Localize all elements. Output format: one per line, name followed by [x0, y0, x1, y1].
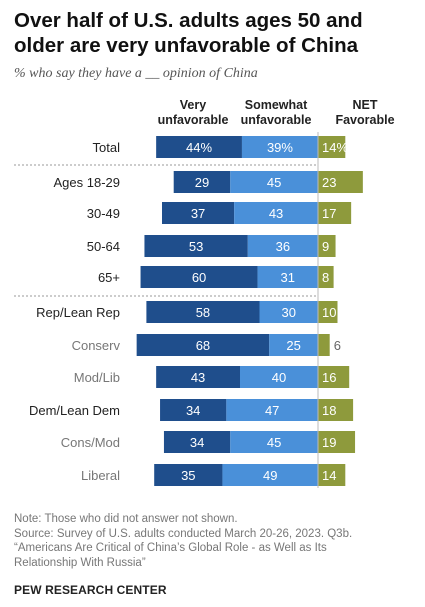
bar-somewhat-unfavorable: [241, 136, 318, 158]
diverging-bar-chart: Very unfavorable Somewhat unfavorable NE…: [14, 98, 395, 488]
row-label: Cons/Mod: [61, 435, 120, 450]
bar-somewhat-unfavorable: [247, 235, 318, 257]
bar-very-unfavorable: [144, 235, 248, 257]
bar-net-favorable: [318, 334, 330, 356]
row-label: Dem/Lean Dem: [29, 403, 120, 418]
bar-very-unfavorable: [146, 301, 260, 323]
bar-very-unfavorable: [156, 366, 240, 388]
bar-somewhat-unfavorable: [257, 266, 318, 288]
value-somewhat-unfavorable: 43: [269, 206, 283, 221]
value-net-favorable: 14%: [322, 140, 348, 155]
bar-somewhat-unfavorable: [230, 431, 318, 453]
value-somewhat-unfavorable: 47: [265, 403, 279, 418]
header-somewhat-line1: Somewhat: [245, 98, 308, 112]
value-net-favorable: 6: [334, 338, 341, 353]
value-very-unfavorable: 34: [186, 403, 200, 418]
header-very-line1: Very: [180, 98, 206, 112]
value-very-unfavorable: 58: [196, 305, 210, 320]
row-label: 65+: [98, 270, 120, 285]
chart-subtitle: % who say they have a __ opinion of Chin…: [14, 66, 258, 81]
value-somewhat-unfavorable: 25: [286, 338, 300, 353]
bar-net-favorable: [318, 301, 338, 323]
pew-logo-text: PEW RESEARCH CENTER: [14, 583, 167, 597]
value-somewhat-unfavorable: 40: [272, 370, 286, 385]
header-net-line1: NET: [353, 98, 378, 112]
chart-notes: Note: Those who did not answer not shown…: [14, 512, 414, 570]
row-label: Conserv: [72, 338, 121, 353]
bar-somewhat-unfavorable: [226, 399, 318, 421]
row-label: 30-49: [87, 206, 120, 221]
value-somewhat-unfavorable: 30: [282, 305, 296, 320]
value-very-unfavorable: 60: [192, 270, 206, 285]
row-label: Mod/Lib: [74, 370, 120, 385]
value-very-unfavorable: 34: [190, 435, 204, 450]
header-somewhat-line2: unfavorable: [241, 113, 312, 127]
value-somewhat-unfavorable: 36: [276, 239, 290, 254]
bar-net-favorable: [318, 136, 346, 158]
value-somewhat-unfavorable: 45: [267, 435, 281, 450]
bar-very-unfavorable: [154, 464, 223, 486]
value-very-unfavorable: 43: [191, 370, 205, 385]
bar-net-favorable: [318, 431, 356, 453]
value-somewhat-unfavorable: 39%: [267, 140, 293, 155]
value-net-favorable: 18: [322, 403, 336, 418]
value-net-favorable: 16: [322, 370, 336, 385]
value-net-favorable: 14: [322, 468, 336, 483]
value-net-favorable: 23: [322, 175, 336, 190]
header-very-line2: unfavorable: [158, 113, 229, 127]
header-net-line2: Favorable: [335, 113, 394, 127]
value-very-unfavorable: 35: [181, 468, 195, 483]
source-line-1: Source: Survey of U.S. adults conducted …: [14, 527, 353, 540]
bar-net-favorable: [318, 266, 334, 288]
source-line-2: “Americans Are Critical of China’s Globa…: [14, 542, 327, 554]
value-net-favorable: 8: [322, 270, 329, 285]
value-net-favorable: 9: [322, 239, 329, 254]
bar-very-unfavorable: [160, 399, 227, 421]
value-very-unfavorable: 44%: [186, 140, 212, 155]
value-net-favorable: 19: [322, 435, 336, 450]
row-label: 50-64: [87, 239, 120, 254]
value-somewhat-unfavorable: 31: [281, 270, 295, 285]
bar-very-unfavorable: [173, 171, 231, 193]
bar-somewhat-unfavorable: [240, 366, 318, 388]
row-label: Liberal: [81, 468, 120, 483]
chart-title: Over half of U.S. adults ages 50 and old…: [14, 9, 363, 57]
bar-very-unfavorable: [140, 266, 258, 288]
note-text: Note: Those who did not answer not shown…: [14, 513, 238, 525]
value-very-unfavorable: 29: [195, 175, 209, 190]
bar-somewhat-unfavorable: [259, 301, 318, 323]
row-label: Total: [93, 140, 121, 155]
value-net-favorable: 10: [322, 305, 336, 320]
value-somewhat-unfavorable: 49: [263, 468, 277, 483]
bar-somewhat-unfavorable: [234, 202, 318, 224]
value-net-favorable: 17: [322, 206, 336, 221]
value-very-unfavorable: 68: [196, 338, 210, 353]
bar-somewhat-unfavorable: [230, 171, 318, 193]
bar-somewhat-unfavorable: [222, 464, 318, 486]
bar-net-favorable: [318, 171, 363, 193]
bar-net-favorable: [318, 399, 354, 421]
value-very-unfavorable: 53: [189, 239, 203, 254]
row-label: Rep/Lean Rep: [36, 305, 120, 320]
bar-very-unfavorable: [163, 431, 231, 453]
bar-net-favorable: [318, 366, 350, 388]
row-label: Ages 18-29: [54, 175, 121, 190]
bar-very-unfavorable: [136, 334, 270, 356]
value-somewhat-unfavorable: 45: [267, 175, 281, 190]
bar-net-favorable: [318, 202, 352, 224]
bar-very-unfavorable: [162, 202, 235, 224]
bar-very-unfavorable: [156, 136, 242, 158]
bar-net-favorable: [318, 464, 346, 486]
source-line-3: Relationship With Russia”: [14, 556, 146, 569]
value-very-unfavorable: 37: [191, 206, 205, 221]
bar-net-favorable: [318, 235, 336, 257]
chart-rows: Total 44% 39% 14% Ages 18-29 29 45 23 30-49 37 43 1…: [14, 136, 363, 486]
bar-somewhat-unfavorable: [269, 334, 318, 356]
